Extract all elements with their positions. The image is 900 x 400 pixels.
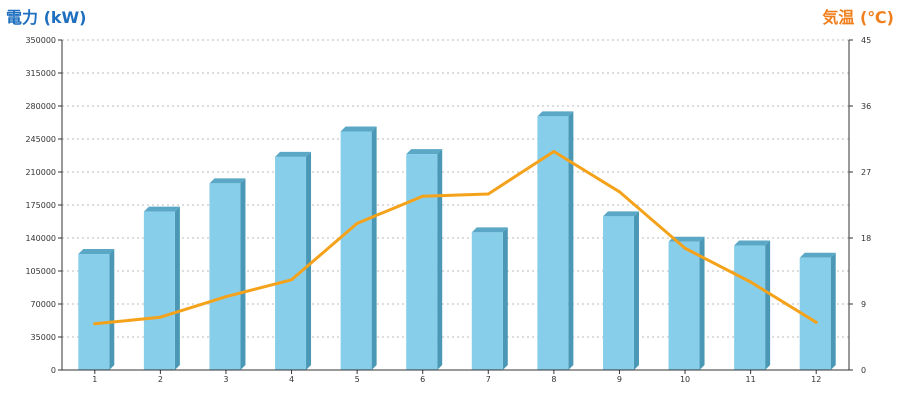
- temperature-line: [93, 149, 818, 326]
- bar: [143, 206, 180, 370]
- bar-top: [143, 206, 180, 212]
- bar-top: [471, 227, 508, 233]
- bar: [275, 151, 312, 370]
- x-tick-label: 6: [420, 375, 425, 384]
- line-point: [486, 192, 490, 196]
- bar: [78, 249, 115, 370]
- bar: [471, 227, 508, 370]
- bar-front: [602, 216, 634, 370]
- line-point: [552, 149, 556, 153]
- bar-side: [568, 111, 574, 370]
- bar-side: [633, 211, 639, 370]
- bar-front: [143, 211, 175, 370]
- line-point: [814, 320, 818, 324]
- bar-side: [174, 206, 180, 370]
- bar: [602, 211, 639, 370]
- bar: [734, 240, 771, 370]
- bar-front: [209, 183, 241, 370]
- bar-front: [406, 154, 438, 370]
- left-tick-label: 350000: [25, 36, 56, 45]
- x-tick-label: 1: [92, 375, 97, 384]
- left-tick-label: 245000: [25, 135, 56, 144]
- right-axis-label: 気温 (℃): [822, 8, 894, 27]
- line-point: [290, 278, 294, 282]
- right-tick-label: 9: [861, 300, 866, 309]
- bar-side: [240, 178, 246, 370]
- line-point: [683, 246, 687, 250]
- x-tick-label: 4: [289, 375, 294, 384]
- line-series: [93, 149, 818, 326]
- bar-side: [437, 149, 443, 370]
- bar-top: [734, 240, 771, 246]
- grid-lines: [62, 39, 849, 338]
- left-tick-label: 70000: [31, 300, 56, 309]
- left-tick-label: 140000: [25, 234, 56, 243]
- bar: [209, 178, 246, 370]
- bar-side: [306, 151, 312, 370]
- x-tick-label: 11: [746, 375, 756, 384]
- bar-top: [209, 178, 246, 184]
- right-tick-label: 0: [861, 366, 866, 375]
- bar-side: [699, 236, 705, 370]
- right-tick-label: 27: [861, 168, 871, 177]
- line-point: [93, 322, 97, 326]
- bar-top: [537, 111, 574, 117]
- bar-front: [78, 254, 110, 370]
- right-tick-label: 36: [861, 102, 871, 111]
- bar-front: [471, 232, 503, 370]
- bar: [799, 252, 836, 370]
- line-point: [749, 280, 753, 284]
- bar-top: [406, 149, 443, 155]
- line-point: [224, 295, 228, 299]
- line-point: [355, 221, 359, 225]
- left-tick-label: 0: [51, 366, 56, 375]
- line-point: [617, 190, 621, 194]
- bar-top: [78, 249, 115, 255]
- left-tick-label: 175000: [25, 201, 56, 210]
- bar-side: [502, 227, 508, 370]
- bar-front: [340, 131, 372, 370]
- bar: [668, 236, 705, 370]
- bar-top: [602, 211, 639, 217]
- x-tick-label: 2: [158, 375, 163, 384]
- bar-top: [799, 252, 836, 258]
- left-axis-label: 電力 (kW): [6, 8, 87, 27]
- bar: [537, 111, 574, 370]
- bar-side: [109, 249, 115, 370]
- bar-side: [765, 240, 771, 370]
- bar-side: [830, 252, 836, 370]
- bar-side: [371, 126, 377, 370]
- right-tick-label: 45: [861, 36, 871, 45]
- bar: [340, 126, 377, 370]
- left-tick-label: 315000: [25, 69, 56, 78]
- x-tick-label: 10: [680, 375, 690, 384]
- left-tick-label: 280000: [25, 102, 56, 111]
- x-tick-label: 8: [551, 375, 556, 384]
- left-tick-label: 210000: [25, 168, 56, 177]
- right-tick-label: 18: [861, 234, 871, 243]
- bar-series: [78, 111, 836, 370]
- bar-front: [275, 156, 307, 370]
- left-tick-label: 35000: [31, 333, 56, 342]
- bar: [406, 149, 443, 370]
- line-point: [158, 315, 162, 319]
- bar-front: [734, 245, 766, 370]
- x-tick-label: 9: [617, 375, 622, 384]
- bar-front: [537, 116, 569, 370]
- x-tick-label: 3: [223, 375, 228, 384]
- x-tick-label: 7: [486, 375, 491, 384]
- line-point: [421, 194, 425, 198]
- x-tick-label: 5: [355, 375, 360, 384]
- left-tick-label: 105000: [25, 267, 56, 276]
- x-tick-label: 12: [811, 375, 821, 384]
- bar-front: [668, 241, 700, 370]
- bar-top: [275, 151, 312, 157]
- bar-top: [340, 126, 377, 132]
- axes: 0 35000 70000 105000 140000 175000 210000 24500…: [25, 36, 871, 384]
